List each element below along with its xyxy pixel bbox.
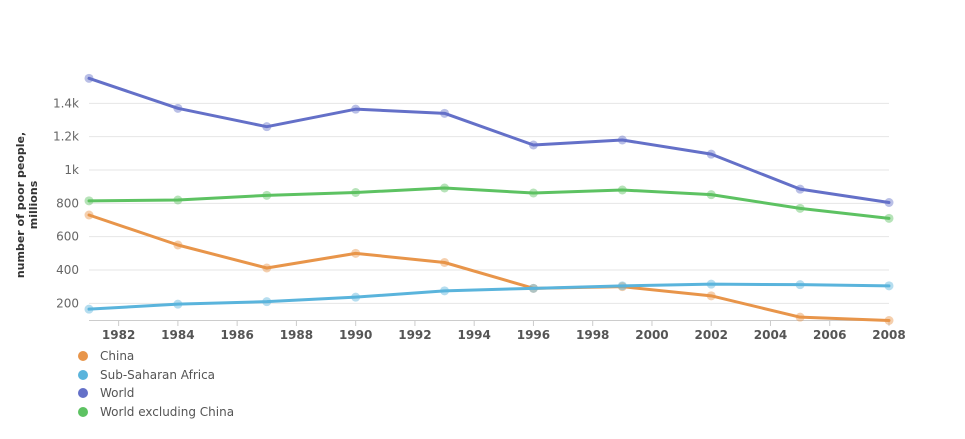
data-point-china[interactable] bbox=[84, 210, 94, 220]
data-point-china[interactable] bbox=[351, 248, 361, 258]
data-point-sub-saharan-africa[interactable] bbox=[706, 279, 716, 289]
data-point-china[interactable] bbox=[440, 258, 450, 267]
x-tick-label: 2000 bbox=[635, 328, 668, 340]
series-china[interactable] bbox=[84, 210, 894, 326]
series-line-sub-saharan-africa[interactable] bbox=[87, 282, 891, 311]
data-point-world[interactable] bbox=[884, 198, 894, 207]
data-point-world[interactable] bbox=[173, 103, 183, 113]
legend-label: Sub-Saharan Africa bbox=[100, 367, 216, 382]
data-point-world[interactable] bbox=[795, 184, 805, 194]
series-line-world-excluding-china[interactable] bbox=[87, 186, 891, 220]
legend-dot-icon bbox=[78, 369, 88, 380]
data-point-sub-saharan-africa[interactable] bbox=[528, 283, 538, 293]
data-point-world-excluding-china[interactable] bbox=[617, 185, 627, 195]
data-point-china[interactable] bbox=[795, 312, 805, 322]
data-point-sub-saharan-africa[interactable] bbox=[173, 299, 183, 309]
x-tick-label: 2004 bbox=[754, 328, 787, 340]
y-tick-label: 200 bbox=[56, 296, 79, 310]
y-tick-label: 1k bbox=[64, 163, 79, 177]
data-point-sub-saharan-africa[interactable] bbox=[351, 292, 361, 302]
data-point-world[interactable] bbox=[706, 149, 716, 159]
legend-label: China bbox=[100, 349, 135, 364]
data-point-world-excluding-china[interactable] bbox=[706, 190, 716, 200]
data-point-sub-saharan-africa[interactable] bbox=[884, 281, 894, 291]
y-tick-label: 1.4k bbox=[53, 96, 79, 110]
data-point-world-excluding-china[interactable] bbox=[173, 195, 183, 205]
data-point-sub-saharan-africa[interactable] bbox=[617, 281, 627, 291]
x-tick-label: 2006 bbox=[813, 328, 846, 340]
data-point-china[interactable] bbox=[173, 240, 183, 250]
data-point-world[interactable] bbox=[351, 104, 361, 114]
y-tick-label: 600 bbox=[56, 230, 79, 244]
data-point-world-excluding-china[interactable] bbox=[528, 188, 538, 198]
legend: China Sub-Saharan Africa World World exclud… bbox=[78, 347, 234, 421]
series-world-excluding-china[interactable] bbox=[84, 183, 894, 223]
series-line-world[interactable] bbox=[87, 76, 891, 204]
data-point-world-excluding-china[interactable] bbox=[351, 188, 361, 197]
series-line-china[interactable] bbox=[87, 213, 891, 322]
y-axis-label: number of poor people,millions bbox=[14, 132, 40, 278]
data-point-china[interactable] bbox=[706, 291, 716, 301]
data-point-world-excluding-china[interactable] bbox=[84, 196, 94, 206]
legend-item-world-excluding-china[interactable]: World excluding China bbox=[78, 403, 234, 422]
data-point-world-excluding-china[interactable] bbox=[262, 190, 272, 200]
data-point-china[interactable] bbox=[262, 263, 272, 273]
data-point-sub-saharan-africa[interactable] bbox=[795, 280, 805, 290]
x-tick-label: 2008 bbox=[872, 328, 905, 340]
x-tick-label: 1986 bbox=[220, 328, 253, 340]
legend-item-sub-saharan-africa[interactable]: Sub-Saharan Africa bbox=[78, 366, 234, 385]
x-tick-label: 1994 bbox=[457, 328, 490, 340]
data-point-sub-saharan-africa[interactable] bbox=[84, 304, 94, 314]
legend-label: World excluding China bbox=[100, 404, 235, 419]
y-tick-label: 1.2k bbox=[53, 130, 79, 144]
y-tick-label: 800 bbox=[56, 196, 79, 210]
x-tick-label: 1982 bbox=[102, 328, 135, 340]
legend-label: World bbox=[100, 386, 135, 401]
x-tick-label: 2002 bbox=[695, 328, 728, 340]
x-axis-ticks: 1982 1984 1986 1988 1990 1992 1994 1996 1998 2000… bbox=[102, 320, 906, 340]
data-point-world-excluding-china[interactable] bbox=[440, 183, 450, 193]
grid-lines bbox=[89, 102, 889, 321]
legend-dot-icon bbox=[78, 388, 88, 399]
data-point-world-excluding-china[interactable] bbox=[884, 213, 894, 223]
x-tick-label: 1998 bbox=[576, 328, 609, 340]
y-axis-ticks: 200 400 600 800 1k 1.2k 1.4k bbox=[53, 96, 79, 310]
data-point-sub-saharan-africa[interactable] bbox=[262, 297, 272, 307]
series-world[interactable] bbox=[84, 73, 894, 207]
data-point-china[interactable] bbox=[884, 316, 894, 325]
data-point-world-excluding-china[interactable] bbox=[795, 203, 805, 213]
data-point-world[interactable] bbox=[262, 122, 272, 132]
legend-item-world[interactable]: World bbox=[78, 384, 234, 403]
legend-dot-icon bbox=[78, 351, 88, 362]
x-tick-label: 1992 bbox=[398, 328, 431, 340]
data-point-world[interactable] bbox=[617, 135, 627, 145]
x-tick-label: 1990 bbox=[339, 328, 372, 340]
data-point-world[interactable] bbox=[528, 140, 538, 150]
series-sub-saharan-africa[interactable] bbox=[84, 279, 894, 314]
data-point-world[interactable] bbox=[84, 73, 94, 83]
x-tick-label: 1988 bbox=[280, 328, 313, 340]
data-point-world[interactable] bbox=[440, 108, 450, 118]
legend-dot-icon bbox=[78, 406, 88, 417]
y-tick-label: 400 bbox=[56, 263, 79, 277]
legend-item-china[interactable]: China bbox=[78, 347, 234, 366]
series-group bbox=[84, 73, 894, 326]
x-tick-label: 1984 bbox=[161, 328, 194, 340]
x-tick-label: 1996 bbox=[517, 328, 550, 340]
data-point-sub-saharan-africa[interactable] bbox=[440, 286, 450, 296]
